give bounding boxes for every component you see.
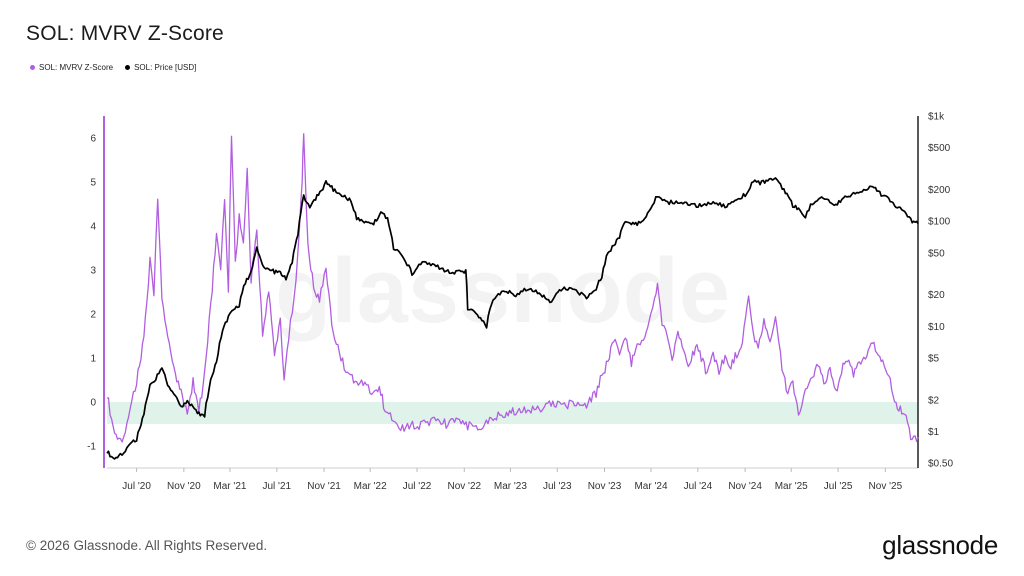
y-right-tick-label: $1k bbox=[928, 112, 945, 123]
y-right-tick-label: $0.50 bbox=[928, 459, 953, 470]
axes-group: -1 0 1 2 3 4 5 6 $0.50 $1 $2 $5 $10 $20 $50 $100 $200 $50… bbox=[87, 112, 953, 493]
neutral-zone-rect bbox=[107, 402, 918, 424]
x-tick-label: Nov '23 bbox=[588, 481, 622, 492]
y-right-tick-label: $20 bbox=[928, 290, 945, 301]
chart-title: SOL: MVRV Z-Score bbox=[26, 22, 224, 45]
legend-label-price: SOL: Price [USD] bbox=[134, 63, 197, 72]
x-tick-label: Nov '24 bbox=[728, 481, 762, 492]
y-right-tick-label: $2 bbox=[928, 395, 940, 406]
x-tick-label: Mar '25 bbox=[775, 481, 808, 492]
legend-marker-mvrv bbox=[30, 65, 35, 70]
x-tick-label: Mar '21 bbox=[213, 481, 246, 492]
y-right-tick-label: $5 bbox=[928, 354, 940, 365]
y-right-tick-label: $1 bbox=[928, 427, 940, 438]
x-tick-label: Nov '20 bbox=[167, 481, 201, 492]
legend-label-mvrv: SOL: MVRV Z-Score bbox=[39, 63, 114, 72]
y-left-tick-label: 2 bbox=[90, 310, 96, 321]
x-tick-label: Jul '23 bbox=[543, 481, 572, 492]
series-group bbox=[106, 133, 919, 460]
legend-marker-price bbox=[125, 65, 131, 70]
y-right-tick-label: $200 bbox=[928, 185, 951, 196]
series-line-mvrv-zscore bbox=[106, 133, 919, 443]
y-left-tick-label: -1 bbox=[87, 442, 96, 453]
footer-brand-logo[interactable]: glassnode bbox=[882, 530, 998, 560]
y-left-tick-label: 3 bbox=[90, 266, 96, 277]
x-tick-label: Jul '25 bbox=[824, 481, 853, 492]
x-tick-label: Nov '25 bbox=[869, 481, 903, 492]
x-tick-label: Jul '21 bbox=[263, 481, 292, 492]
y-left-tick-label: 6 bbox=[90, 134, 96, 145]
x-tick-label: Mar '22 bbox=[354, 481, 387, 492]
y-right-tick-label: $50 bbox=[928, 248, 945, 259]
legend-item-mvrv[interactable]: SOL: MVRV Z-Score bbox=[30, 63, 113, 72]
x-tick-label: Nov '21 bbox=[307, 481, 341, 492]
neutral-zone-band bbox=[107, 402, 918, 424]
x-tick-label: Mar '23 bbox=[494, 481, 527, 492]
x-tick-label: Jul '20 bbox=[122, 481, 151, 492]
y-left-tick-label: 5 bbox=[90, 178, 96, 189]
series-line-price bbox=[106, 177, 919, 460]
y-right-tick-label: $500 bbox=[928, 143, 951, 154]
x-tick-label: Jul '24 bbox=[684, 481, 713, 492]
x-tick-label: Nov '22 bbox=[447, 481, 481, 492]
footer-copyright: © 2026 Glassnode. All Rights Reserved. bbox=[26, 538, 268, 553]
legend-item-price[interactable]: SOL: Price [USD] bbox=[125, 63, 196, 72]
y-right-tick-label: $100 bbox=[928, 217, 951, 228]
y-left-tick-label: 4 bbox=[90, 222, 96, 233]
y-left-tick-label: 1 bbox=[90, 354, 96, 365]
y-left-tick-label: 0 bbox=[90, 398, 96, 409]
y-right-tick-label: $10 bbox=[928, 322, 945, 333]
x-tick-label: Jul '22 bbox=[403, 481, 432, 492]
chart-legend: SOL: MVRV Z-Score SOL: Price [USD] bbox=[30, 63, 196, 72]
x-tick-label: Mar '24 bbox=[634, 481, 667, 492]
